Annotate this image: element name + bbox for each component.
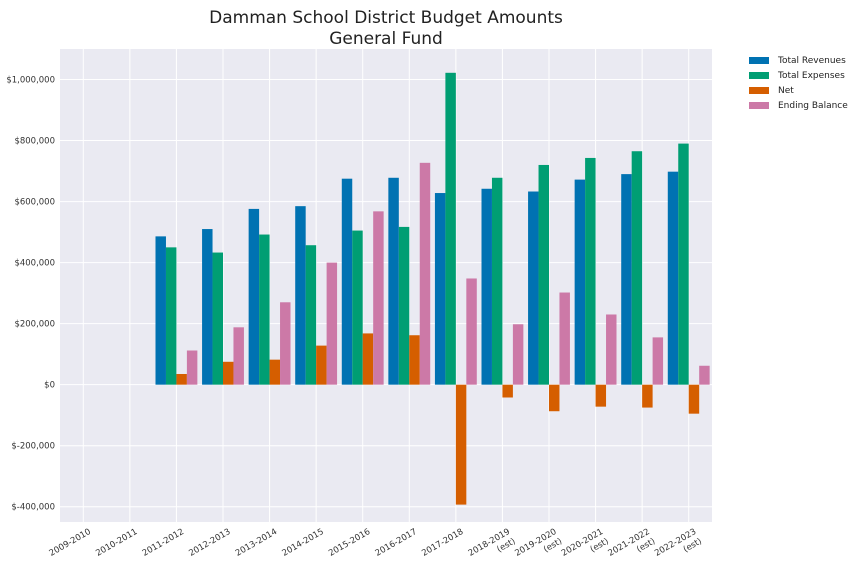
x-tick-label: 2013-2014 [234, 527, 279, 559]
x-tick-label: 2012-2013 [187, 527, 232, 559]
bar-net [595, 384, 607, 407]
bar-net [642, 384, 653, 408]
bar-ending-balance [419, 162, 431, 385]
x-tick-label: 2018-2019(est) [467, 527, 518, 568]
y-tick-label: $-200,000 [11, 442, 55, 452]
bars [155, 72, 710, 505]
bar-total-expenses [305, 245, 317, 385]
bar-total-expenses [445, 72, 456, 385]
bar-net [176, 373, 187, 385]
bar-total-expenses [631, 151, 643, 385]
bar-ending-balance [466, 278, 477, 385]
bar-total-revenues [388, 177, 399, 385]
bar-net [316, 345, 327, 385]
y-tick-label: $0 [44, 381, 55, 391]
y-tick-label: $200,000 [14, 320, 55, 330]
bar-total-expenses [259, 234, 270, 385]
y-tick-label: $1,000,000 [6, 76, 55, 86]
x-tick-label: 2015-2016 [327, 527, 372, 559]
bar-total-revenues [295, 206, 306, 385]
bar-net [502, 384, 513, 398]
bar-total-revenues [574, 179, 586, 385]
legend-item: Total Revenues [749, 53, 848, 68]
x-tick-label: 2022-2023(est) [653, 527, 704, 568]
x-tick-label: 2016-2017 [374, 527, 419, 559]
y-tick-label: $-400,000 [11, 503, 55, 513]
bar-ending-balance [233, 327, 244, 385]
x-tick-label-line: 2009-2010 [48, 527, 93, 559]
bar-total-revenues [667, 171, 679, 385]
legend-item: Ending Balance [749, 98, 848, 113]
bar-total-revenues [434, 193, 446, 385]
bar-ending-balance [186, 350, 198, 385]
y-tick-label: $400,000 [14, 259, 55, 269]
x-tick-label-line: 2016-2017 [374, 527, 419, 559]
bar-net [409, 335, 420, 385]
x-tick-label-line: 2011-2012 [141, 527, 186, 559]
bar-total-expenses [585, 157, 596, 385]
bar-total-revenues [621, 174, 632, 385]
chart-title: Damman School District Budget Amounts Ge… [60, 8, 712, 50]
chart-title-line1: Damman School District Budget Amounts [209, 8, 563, 28]
legend-label: Net [778, 85, 794, 96]
x-tick-label-line: 2014-2015 [281, 527, 326, 559]
legend-label: Total Expenses [778, 70, 845, 81]
x-axis-ticks: 2009-2010 2010-2011 2011-2012 2012-2013 2013… [48, 527, 704, 568]
x-tick-label-line: 2012-2013 [187, 527, 232, 559]
bar-ending-balance [652, 337, 664, 385]
legend-label: Total Revenues [778, 55, 846, 66]
y-tick-label: $800,000 [14, 137, 55, 147]
bar-total-revenues [248, 208, 260, 385]
bar-net [688, 384, 700, 414]
bar-total-expenses [538, 164, 549, 385]
y-axis-ticks: $-400,000 $-200,000 $0 $200,000 $400,000 $600… [6, 76, 55, 513]
x-tick-label-line: 2015-2016 [327, 527, 372, 559]
x-tick-label-line: 2013-2014 [234, 527, 279, 559]
x-tick-label-line: 2010-2011 [94, 527, 139, 559]
x-tick-label-line: 2017-2018 [420, 527, 465, 559]
bar-total-revenues [528, 191, 539, 385]
bar-net [455, 384, 467, 505]
legend: Total Revenues Total Expenses Net Ending Ba… [749, 53, 848, 113]
bar-total-revenues [341, 178, 353, 385]
bar-total-expenses [212, 252, 223, 385]
bar-ending-balance [280, 302, 291, 385]
bar-total-expenses [165, 247, 177, 385]
bar-ending-balance [559, 292, 570, 385]
bar-net [269, 359, 281, 385]
legend-swatch [749, 72, 769, 79]
x-tick-label: 2014-2015 [281, 527, 326, 559]
legend-swatch [749, 87, 769, 94]
x-tick-label: 2010-2011 [94, 527, 139, 559]
legend-item: Total Expenses [749, 68, 848, 83]
bar-total-revenues [155, 236, 166, 385]
bar-total-revenues [481, 188, 492, 385]
bar-total-expenses [491, 177, 503, 385]
bar-ending-balance [699, 365, 710, 385]
legend-swatch [749, 57, 769, 64]
bar-total-expenses [678, 143, 689, 385]
y-tick-label: $600,000 [14, 198, 55, 208]
bar-total-expenses [352, 230, 363, 385]
bar-ending-balance [326, 262, 338, 385]
x-tick-label: 2019-2020(est) [513, 527, 564, 568]
bar-total-expenses [398, 226, 410, 385]
x-tick-label: 2020-2021(est) [560, 527, 611, 568]
chart-subtitle: General Fund [329, 29, 443, 49]
legend-item: Net [749, 83, 848, 98]
x-tick-label: 2011-2012 [141, 527, 186, 559]
bar-ending-balance [512, 324, 524, 385]
legend-label: Ending Balance [778, 100, 848, 111]
x-tick-label: 2009-2010 [48, 527, 93, 559]
bar-ending-balance [606, 314, 617, 385]
bar-ending-balance [373, 211, 384, 385]
bar-net [223, 361, 234, 385]
x-tick-label: 2017-2018 [420, 527, 465, 559]
bar-net [362, 333, 374, 385]
bar-net [549, 384, 560, 412]
legend-swatch [749, 102, 769, 109]
x-tick-label: 2021-2022(est) [607, 527, 658, 568]
bar-total-revenues [202, 229, 213, 385]
